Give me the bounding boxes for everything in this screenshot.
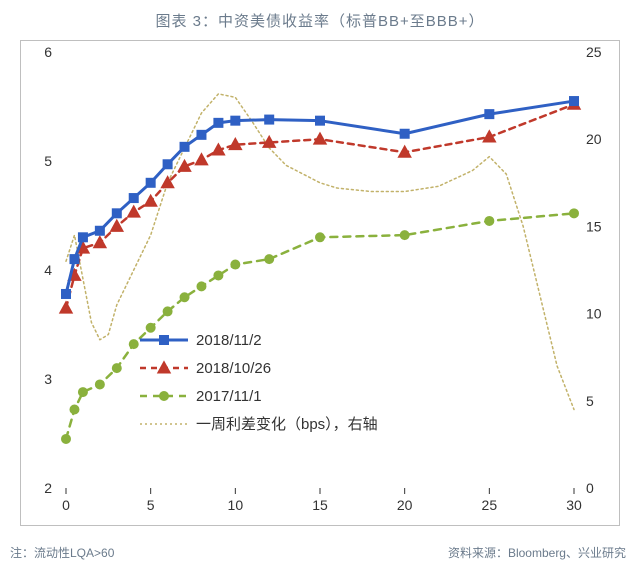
legend-label: 2018/10/26 (196, 360, 271, 377)
chart-svg: 0510152025302345605101520252018/11/22018… (20, 40, 620, 526)
svg-text:6: 6 (44, 44, 52, 60)
svg-text:0: 0 (62, 497, 70, 513)
legend: 2018/11/2 2018/10/26 2017/11/1 一周利差变化（bps），… (140, 332, 378, 433)
footnote: 注：流动性LQA>60 (10, 544, 114, 561)
svg-text:5: 5 (147, 497, 155, 513)
source-label: 资料来源：Bloomberg、兴业研究 (448, 544, 626, 561)
legend-label: 2017/11/1 (196, 388, 262, 405)
svg-text:5: 5 (44, 153, 52, 169)
series-s3 (62, 209, 579, 444)
svg-text:25: 25 (586, 44, 602, 60)
series-s2 (60, 98, 581, 313)
series-s1 (62, 97, 579, 299)
svg-text:2: 2 (44, 480, 52, 496)
svg-text:5: 5 (586, 393, 594, 409)
svg-text:3: 3 (44, 371, 52, 387)
svg-text:15: 15 (586, 218, 602, 234)
svg-text:4: 4 (44, 262, 52, 278)
svg-text:20: 20 (586, 131, 602, 147)
svg-text:0: 0 (586, 480, 594, 496)
svg-text:10: 10 (586, 306, 602, 322)
legend-label: 2018/11/2 (196, 332, 262, 349)
svg-text:30: 30 (566, 497, 582, 513)
chart-title: 图表 3：中资美债收益率（标普BB+至BBB+） (0, 10, 640, 31)
svg-text:10: 10 (228, 497, 244, 513)
legend-label: 一周利差变化（bps），右轴 (196, 416, 378, 433)
svg-text:20: 20 (397, 497, 413, 513)
svg-text:15: 15 (312, 497, 328, 513)
svg-text:25: 25 (482, 497, 498, 513)
